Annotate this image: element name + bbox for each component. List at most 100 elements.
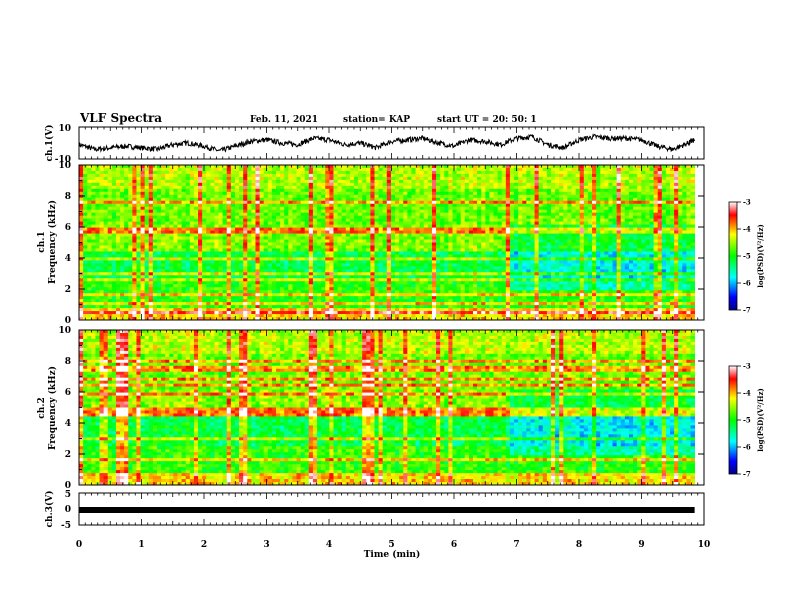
spectrogram-cell: [120, 185, 125, 190]
spectrogram-cell: [132, 227, 137, 231]
spectrogram-cell: [312, 239, 318, 243]
spectrogram-cell: [563, 242, 568, 246]
spectrogram-cell: [366, 212, 371, 217]
spectrogram-cell: [641, 221, 646, 226]
spectrogram-cell: [337, 248, 343, 252]
spectrogram-cell: [169, 209, 174, 214]
spectrogram-cell: [345, 239, 351, 243]
spectrogram-cell: [206, 185, 211, 190]
spectrogram-cell: [362, 245, 367, 249]
spectrogram-cell: [468, 182, 474, 187]
spectrogram-cell: [509, 165, 515, 169]
spectrogram-cell: [366, 188, 371, 193]
spectrogram-cell: [637, 245, 642, 249]
spectrogram-cell: [489, 221, 494, 226]
spectrogram-cell: [103, 239, 109, 243]
spectrogram-cell: [185, 254, 191, 258]
spectrogram-cell: [308, 203, 314, 208]
spectrogram-cell: [493, 165, 499, 169]
spectrogram-cell: [682, 212, 687, 217]
spectrogram-cell: [390, 224, 396, 228]
spectrogram-cell: [91, 221, 96, 226]
spectrogram-cell: [649, 165, 654, 169]
spectrogram-cell: [333, 215, 338, 220]
spectrogram-cell: [624, 191, 630, 196]
spectrogram-cell: [670, 173, 675, 178]
spectrogram-cell: [514, 242, 519, 246]
spectrogram-cell: [337, 203, 343, 208]
spectrogram-cell: [419, 251, 425, 255]
spectrogram-cell: [161, 200, 166, 205]
spectrogram-cell: [518, 197, 523, 202]
spectrogram-cell: [661, 257, 667, 261]
spectrogram-cell: [185, 242, 191, 246]
spectrogram-cell: [321, 176, 326, 181]
spectrogram-cell: [206, 230, 211, 234]
spectrogram-cell: [596, 167, 601, 172]
spectrogram-cell: [559, 197, 564, 202]
spectrogram-cell: [427, 185, 433, 190]
spectrogram-cell: [415, 203, 421, 208]
spectrogram-cell: [91, 263, 96, 267]
spectrogram-cell: [423, 188, 429, 193]
spectrogram-cell: [83, 257, 88, 261]
spectrogram-cell: [645, 254, 650, 258]
spectrogram-cell: [198, 245, 203, 249]
spectrogram-cell: [403, 179, 408, 184]
spectrogram-cell: [83, 239, 88, 243]
spectrogram-cell: [181, 173, 187, 178]
spectrogram-cell: [624, 209, 630, 214]
spectrogram-cell: [222, 167, 228, 172]
spectrogram-cell: [341, 170, 347, 175]
spectrogram-cell: [136, 230, 141, 234]
spectrogram-cell: [276, 209, 281, 214]
spectrogram-cell: [193, 206, 199, 211]
spectrogram-cell: [530, 257, 535, 261]
spectrogram-cell: [534, 188, 540, 193]
spectrogram-cell: [624, 182, 630, 187]
spectrogram-cell: [641, 236, 646, 240]
spectrogram-cell: [456, 236, 462, 240]
spectrogram-cell: [501, 221, 507, 226]
spectrogram-cell: [497, 197, 503, 202]
spectrogram-cell: [448, 236, 453, 240]
spectrogram-cell: [620, 206, 626, 211]
spectrogram-cell: [596, 251, 601, 255]
spectrogram-cell: [493, 242, 499, 246]
spectrogram-cell: [674, 206, 679, 211]
spectrogram-cell: [600, 212, 605, 217]
spectrogram-cell: [234, 185, 240, 190]
spectrogram-cell: [247, 215, 252, 220]
spectrogram-cell: [628, 209, 634, 214]
spectrogram-cell: [497, 242, 503, 246]
spectrogram-cell: [284, 176, 289, 181]
spectrogram-cell: [583, 254, 589, 258]
spectrogram-cell: [427, 176, 433, 181]
spectrogram-cell: [317, 230, 322, 234]
spectrogram-cell: [468, 185, 474, 190]
spectrogram-cell: [193, 165, 199, 169]
spectrogram-cell: [177, 182, 182, 187]
spectrogram-cell: [522, 185, 527, 190]
spectrogram-cell: [193, 224, 199, 228]
spectrogram-cell: [678, 218, 683, 223]
spectrogram-cell: [633, 173, 638, 178]
spectrogram-cell: [325, 230, 330, 234]
spectrogram-cell: [169, 245, 174, 249]
spectrogram-cell: [473, 197, 478, 202]
spectrogram-cell: [633, 197, 638, 202]
spectrogram-cell: [325, 167, 330, 172]
spectrogram-cell: [308, 194, 314, 199]
spectrogram-cell: [477, 245, 482, 249]
spectrogram-cell: [546, 203, 552, 208]
spectrogram-cell: [234, 182, 240, 187]
spectrogram-cell: [575, 254, 581, 258]
spectrogram-cell: [682, 251, 687, 255]
spectrogram-cell: [144, 185, 150, 190]
spectrogram-cell: [559, 227, 564, 231]
spectrogram-cell: [144, 257, 150, 261]
spectrogram-cell: [271, 227, 277, 231]
spectrogram-cell: [267, 245, 273, 249]
spectrogram-cell: [592, 245, 597, 249]
spectrogram-cell: [686, 194, 691, 199]
